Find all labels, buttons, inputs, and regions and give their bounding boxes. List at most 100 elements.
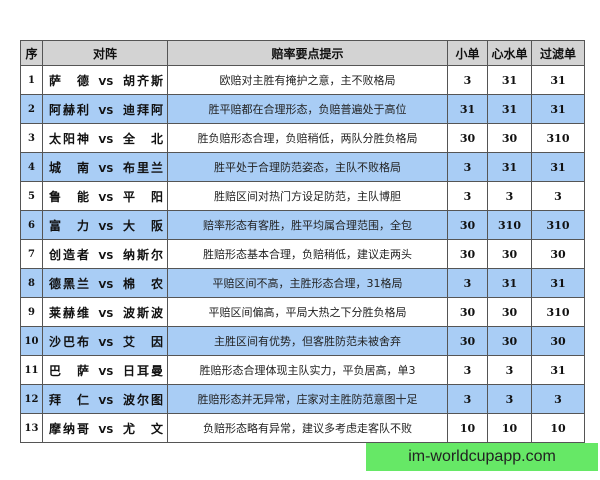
heart-pick: 3 xyxy=(487,384,532,414)
home-team: 城南 xyxy=(49,160,89,175)
small-pick: 30 xyxy=(447,239,488,269)
filter-pick: 3 xyxy=(531,384,585,414)
away-team: 迪拜阿 xyxy=(123,102,163,117)
table-row: 9 莱赫维 VS 波斯波 平赔区间偏高，平局大热之下分胜负格局 30 30 310 xyxy=(20,297,585,327)
away-team: 大阪 xyxy=(123,218,163,233)
filter-pick: 30 xyxy=(531,326,585,356)
match-cell: 摩纳哥 VS 尤文 xyxy=(42,413,168,443)
filter-pick: 31 xyxy=(531,268,585,298)
tip-cell: 平赔区间不高，主胜形态合理，31格局 xyxy=(167,268,448,298)
away-team: 尤文 xyxy=(123,421,163,436)
vs-label: VS xyxy=(98,337,114,349)
tip-cell: 主胜区间有优势，但客胜防范未被舍弃 xyxy=(167,326,448,356)
away-team: 布里兰 xyxy=(123,160,163,175)
vs-label: VS xyxy=(98,76,114,88)
small-pick: 3 xyxy=(447,384,488,414)
filter-pick: 31 xyxy=(531,65,585,95)
away-team: 棉农 xyxy=(123,276,163,291)
small-pick: 3 xyxy=(447,152,488,182)
filter-pick: 31 xyxy=(531,152,585,182)
vs-label: VS xyxy=(98,221,114,233)
row-index: 4 xyxy=(20,152,43,182)
row-index: 1 xyxy=(20,65,43,95)
home-team: 阿赫利 xyxy=(49,102,89,117)
table-row: 2 阿赫利 VS 迪拜阿 胜平赔都在合理形态，负赔普遍处于高位 31 31 31 xyxy=(20,94,585,124)
away-team: 平阳 xyxy=(123,189,163,204)
heart-pick: 30 xyxy=(487,123,532,153)
small-pick: 3 xyxy=(447,268,488,298)
table-row: 11 巴萨 VS 日耳曼 胜赔形态合理体现主队实力，平负居高，单3 3 3 31 xyxy=(20,355,585,385)
filter-pick: 310 xyxy=(531,123,585,153)
row-index: 7 xyxy=(20,239,43,269)
match-cell: 莱赫维 VS 波斯波 xyxy=(42,297,168,327)
match-cell: 萨德 VS 胡齐斯 xyxy=(42,65,168,95)
away-team: 纳斯尔 xyxy=(123,247,163,262)
filter-pick: 3 xyxy=(531,181,585,211)
tip-cell: 胜赔形态并无异常，庄家对主胜防范意图十足 xyxy=(167,384,448,414)
table-row: 1 萨德 VS 胡齐斯 欧赔对主胜有掩护之意，主不败格局 3 31 31 xyxy=(20,65,585,95)
match-cell: 巴萨 VS 日耳曼 xyxy=(42,355,168,385)
row-index: 11 xyxy=(20,355,43,385)
tip-cell: 负赔形态略有异常，建议多考虑走客队不败 xyxy=(167,413,448,443)
home-team: 拜仁 xyxy=(49,392,89,407)
odds-table: 序 对阵 赔率要点提示 小单 心水单 过滤单 1 萨德 VS 胡齐斯 欧赔对主胜有掩护之… xyxy=(20,40,585,443)
home-team: 沙巴布 xyxy=(49,334,89,349)
home-team: 莱赫维 xyxy=(49,305,89,320)
heart-pick: 30 xyxy=(487,239,532,269)
match-cell: 太阳神 VS 全北 xyxy=(42,123,168,153)
row-index: 10 xyxy=(20,326,43,356)
filter-pick: 31 xyxy=(531,355,585,385)
match-cell: 鲁能 VS 平阳 xyxy=(42,181,168,211)
heart-pick: 31 xyxy=(487,152,532,182)
header-match: 对阵 xyxy=(42,40,168,66)
tip-cell: 欧赔对主胜有掩护之意，主不败格局 xyxy=(167,65,448,95)
match-cell: 城南 VS 布里兰 xyxy=(42,152,168,182)
small-pick: 3 xyxy=(447,355,488,385)
away-team: 艾因 xyxy=(123,334,163,349)
table-row: 10 沙巴布 VS 艾因 主胜区间有优势，但客胜防范未被舍弃 30 30 30 xyxy=(20,326,585,356)
heart-pick: 30 xyxy=(487,297,532,327)
home-team: 富力 xyxy=(49,218,89,233)
table-row: 6 富力 VS 大阪 赔率形态有客胜，胜平均属合理范围，全包 30 310 310 xyxy=(20,210,585,240)
vs-label: VS xyxy=(98,163,114,175)
home-team: 巴萨 xyxy=(49,363,89,378)
small-pick: 10 xyxy=(447,413,488,443)
tip-cell: 胜负赔形态合理，负赔稍低，两队分胜负格局 xyxy=(167,123,448,153)
small-pick: 31 xyxy=(447,94,488,124)
away-team: 波尔图 xyxy=(123,392,163,407)
vs-label: VS xyxy=(98,134,114,146)
header-index: 序 xyxy=(20,40,43,66)
tip-cell: 胜平赔都在合理形态，负赔普遍处于高位 xyxy=(167,94,448,124)
match-cell: 富力 VS 大阪 xyxy=(42,210,168,240)
row-index: 6 xyxy=(20,210,43,240)
vs-label: VS xyxy=(98,366,114,378)
small-pick: 30 xyxy=(447,297,488,327)
table-row: 4 城南 VS 布里兰 胜平处于合理防范姿态，主队不败格局 3 31 31 xyxy=(20,152,585,182)
heart-pick: 31 xyxy=(487,65,532,95)
match-cell: 拜仁 VS 波尔图 xyxy=(42,384,168,414)
heart-pick: 31 xyxy=(487,268,532,298)
small-pick: 30 xyxy=(447,326,488,356)
filter-pick: 310 xyxy=(531,210,585,240)
vs-label: VS xyxy=(98,395,114,407)
table-row: 13 摩纳哥 VS 尤文 负赔形态略有异常，建议多考虑走客队不败 10 10 10 xyxy=(20,413,585,443)
small-pick: 30 xyxy=(447,123,488,153)
row-index: 2 xyxy=(20,94,43,124)
home-team: 创造者 xyxy=(49,247,89,262)
header-tip: 赔率要点提示 xyxy=(167,40,448,66)
row-index: 8 xyxy=(20,268,43,298)
home-team: 太阳神 xyxy=(49,131,89,146)
tip-cell: 胜赔形态基本合理，负赔稍低，建议走两头 xyxy=(167,239,448,269)
row-index: 3 xyxy=(20,123,43,153)
match-cell: 创造者 VS 纳斯尔 xyxy=(42,239,168,269)
home-team: 德黑兰 xyxy=(49,276,89,291)
match-cell: 沙巴布 VS 艾因 xyxy=(42,326,168,356)
header-small: 小单 xyxy=(447,40,488,66)
filter-pick: 10 xyxy=(531,413,585,443)
watermark: im-worldcupapp.com xyxy=(366,443,598,471)
heart-pick: 3 xyxy=(487,355,532,385)
row-index: 12 xyxy=(20,384,43,414)
small-pick: 30 xyxy=(447,210,488,240)
vs-label: VS xyxy=(98,192,114,204)
small-pick: 3 xyxy=(447,181,488,211)
